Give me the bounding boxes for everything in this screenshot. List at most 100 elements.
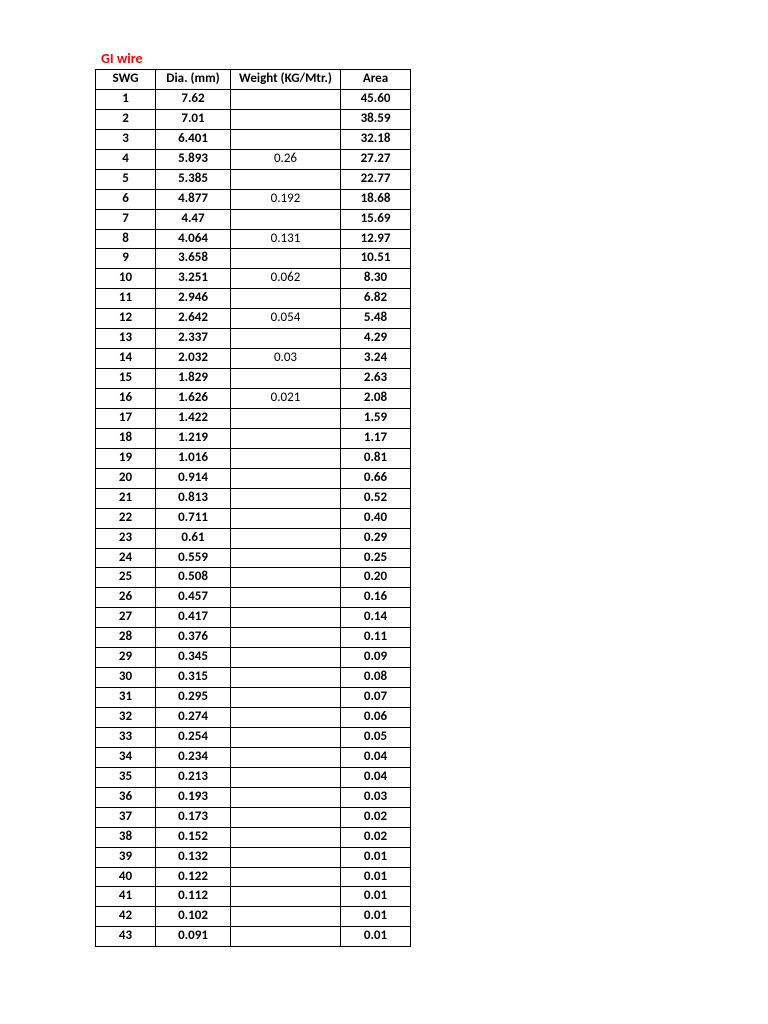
table-row: 430.091 0.01 [96, 927, 411, 947]
cell-dia: 0.376 [156, 628, 231, 648]
table-row: 181.2191.17 [96, 428, 411, 448]
col-header-swg: SWG [96, 70, 156, 90]
table-row: 360.1930.03 [96, 787, 411, 807]
table-row: 350.2130.04 [96, 767, 411, 787]
table-row: 270.4170.14 [96, 608, 411, 628]
cell-dia: 3.658 [156, 249, 231, 269]
cell-dia: 0.813 [156, 488, 231, 508]
cell-weight [231, 608, 341, 628]
cell-dia: 2.337 [156, 329, 231, 349]
cell-dia: 0.132 [156, 847, 231, 867]
table-row: 55.38522.77 [96, 169, 411, 189]
cell-area: 0.01 [341, 927, 411, 947]
cell-swg: 40 [96, 867, 156, 887]
cell-weight [231, 408, 341, 428]
cell-weight [231, 568, 341, 588]
cell-dia: 0.234 [156, 747, 231, 767]
cell-weight [231, 329, 341, 349]
table-row: 17.6245.60 [96, 89, 411, 109]
cell-weight [231, 827, 341, 847]
cell-swg: 23 [96, 528, 156, 548]
cell-weight [231, 528, 341, 548]
cell-weight [231, 867, 341, 887]
cell-dia: 0.213 [156, 767, 231, 787]
cell-weight [231, 488, 341, 508]
cell-weight [231, 369, 341, 389]
cell-weight [231, 428, 341, 448]
cell-area: 22.77 [341, 169, 411, 189]
cell-area: 0.06 [341, 708, 411, 728]
cell-dia: 0.193 [156, 787, 231, 807]
cell-weight: 0.192 [231, 189, 341, 209]
cell-area: 8.30 [341, 269, 411, 289]
table-row: 310.2950.07 [96, 688, 411, 708]
cell-area: 0.16 [341, 588, 411, 608]
cell-area: 0.52 [341, 488, 411, 508]
cell-swg: 25 [96, 568, 156, 588]
cell-area: 1.17 [341, 428, 411, 448]
cell-dia: 2.642 [156, 309, 231, 329]
table-row: 171.422 1.59 [96, 408, 411, 428]
table-row: 84.0640.13112.97 [96, 229, 411, 249]
cell-dia: 0.914 [156, 468, 231, 488]
table-row: 220.7110.40 [96, 508, 411, 528]
cell-area: 0.04 [341, 747, 411, 767]
cell-swg: 22 [96, 508, 156, 528]
cell-weight [231, 289, 341, 309]
cell-swg: 13 [96, 329, 156, 349]
cell-swg: 9 [96, 249, 156, 269]
cell-area: 18.68 [341, 189, 411, 209]
cell-area: 0.14 [341, 608, 411, 628]
cell-weight [231, 169, 341, 189]
cell-swg: 41 [96, 887, 156, 907]
cell-area: 32.18 [341, 129, 411, 149]
cell-dia: 4.47 [156, 209, 231, 229]
cell-area: 2.63 [341, 369, 411, 389]
cell-swg: 10 [96, 269, 156, 289]
cell-weight [231, 548, 341, 568]
table-header-row: SWG Dia. (mm) Weight (KG/Mtr.) Area [96, 70, 411, 90]
table-row: 93.658 10.51 [96, 249, 411, 269]
cell-area: 0.25 [341, 548, 411, 568]
col-header-weight: Weight (KG/Mtr.) [231, 70, 341, 90]
table-row: 161.6260.0212.08 [96, 389, 411, 409]
cell-dia: 0.315 [156, 668, 231, 688]
cell-dia: 0.457 [156, 588, 231, 608]
cell-dia: 0.295 [156, 688, 231, 708]
table-row: 410.1120.01 [96, 887, 411, 907]
cell-swg: 7 [96, 209, 156, 229]
table-row: 240.5590.25 [96, 548, 411, 568]
cell-weight [231, 468, 341, 488]
table-row: 260.4570.16 [96, 588, 411, 608]
cell-area: 15.69 [341, 209, 411, 229]
cell-swg: 30 [96, 668, 156, 688]
cell-swg: 43 [96, 927, 156, 947]
cell-area: 1.59 [341, 408, 411, 428]
cell-weight [231, 727, 341, 747]
cell-dia: 0.091 [156, 927, 231, 947]
table-row: 210.8130.52 [96, 488, 411, 508]
cell-swg: 17 [96, 408, 156, 428]
cell-dia: 0.274 [156, 708, 231, 728]
cell-weight [231, 89, 341, 109]
cell-weight [231, 588, 341, 608]
cell-swg: 1 [96, 89, 156, 109]
cell-area: 0.40 [341, 508, 411, 528]
cell-area: 0.01 [341, 907, 411, 927]
table-row: 280.3760.11 [96, 628, 411, 648]
cell-swg: 11 [96, 289, 156, 309]
table-row: 36.40132.18 [96, 129, 411, 149]
table-title: GI wire [101, 50, 768, 67]
cell-area: 0.09 [341, 648, 411, 668]
cell-dia: 1.422 [156, 408, 231, 428]
cell-weight [231, 907, 341, 927]
cell-area: 4.29 [341, 329, 411, 349]
cell-area: 0.20 [341, 568, 411, 588]
cell-dia: 1.016 [156, 448, 231, 468]
table-row: 300.3150.08 [96, 668, 411, 688]
cell-area: 10.51 [341, 249, 411, 269]
cell-swg: 14 [96, 349, 156, 369]
cell-dia: 4.877 [156, 189, 231, 209]
cell-area: 0.66 [341, 468, 411, 488]
cell-swg: 20 [96, 468, 156, 488]
